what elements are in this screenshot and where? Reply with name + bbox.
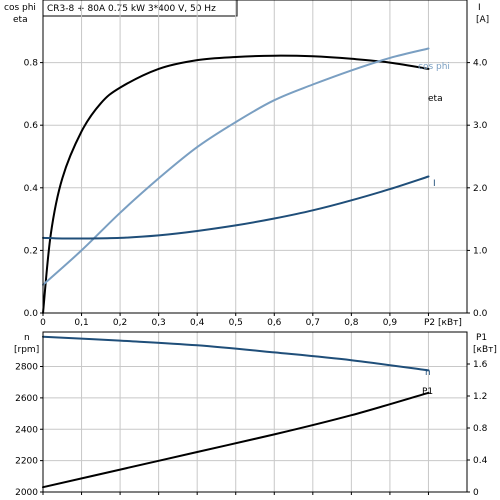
series-line-cos-phi [42,47,430,286]
x-tick-label: 0,8 [344,318,359,328]
series-label-p1: P1 [422,387,433,397]
y-right-tick-label: 4.0 [473,59,488,69]
series-label-i: I [433,179,436,189]
grid-layer [40,0,470,495]
series-line-n [42,335,430,372]
bottom-panel-frame [42,331,468,493]
series-line-eta [42,54,430,314]
y-right-tick-label: 0 [473,488,479,498]
y-right-tick-label: 0.8 [473,424,488,434]
bottom-right-axis-label-1: P1 [476,333,487,343]
y-right-tick-label: 3.0 [473,121,488,131]
y-left-tick-label: 2600 [15,394,38,404]
bottom-right-axis-label-2: [кВт] [473,345,497,355]
x-axis-label: P2 [кВт] [424,318,462,328]
tick-label-layer: 0 0,1 0,2 0,3 0,4 0,5 0,6 0,7 0,8 0,9 0.0 0.2 0.4 0.6… [15,59,487,498]
bottom-left-axis-label-1: n [24,333,30,343]
y-left-tick-label: 0.6 [24,121,39,131]
bottom-left-axis-label-2: [rpm] [14,345,39,355]
x-tick-label: 0,9 [383,318,398,328]
y-left-tick-label: 2400 [15,425,38,435]
curve-layer [42,47,430,489]
chart-title: CR3-8 + 80A 0.75 kW 3*400 V, 50 Hz [47,4,216,14]
x-tick-label: 0,6 [267,318,282,328]
top-left-axis-label-2: eta [13,15,28,25]
top-right-axis-label-1: I [478,3,481,13]
x-tick-label: 0,3 [151,318,165,328]
x-tick-label: 0,5 [229,318,243,328]
y-right-tick-label: 1.6 [473,360,488,370]
top-right-axis-label-2: [A] [476,15,489,25]
series-line-p1 [42,391,430,489]
x-tick-label: 0 [40,318,46,328]
x-tick-label: 0,7 [306,318,320,328]
y-right-tick-label: 1.0 [473,246,488,256]
y-right-tick-label: 0.4 [473,456,488,466]
x-tick-label: 0,1 [74,318,88,328]
y-left-tick-label: 0.8 [24,59,39,69]
top-left-axis-label-1: cos phi [4,3,36,13]
y-right-tick-label: 0.0 [473,309,488,319]
series-label-n: n [425,368,431,378]
y-left-tick-label: 2000 [15,488,38,498]
series-label-cos-phi: cos phi [418,62,450,72]
y-right-tick-label: 2.0 [473,184,488,194]
y-left-tick-label: 2200 [15,457,38,467]
x-tick-label: 0,4 [190,318,205,328]
y-left-tick-label: 2800 [15,363,38,373]
y-left-tick-label: 0.4 [24,184,39,194]
x-tick-label: 0,2 [113,318,127,328]
y-left-tick-label: 0.0 [24,309,39,319]
y-right-tick-label: 1.2 [473,392,487,402]
series-line-i [42,175,430,240]
y-left-tick-label: 0.2 [24,246,38,256]
series-label-eta: eta [428,94,443,104]
top-panel-frame [42,0,468,314]
